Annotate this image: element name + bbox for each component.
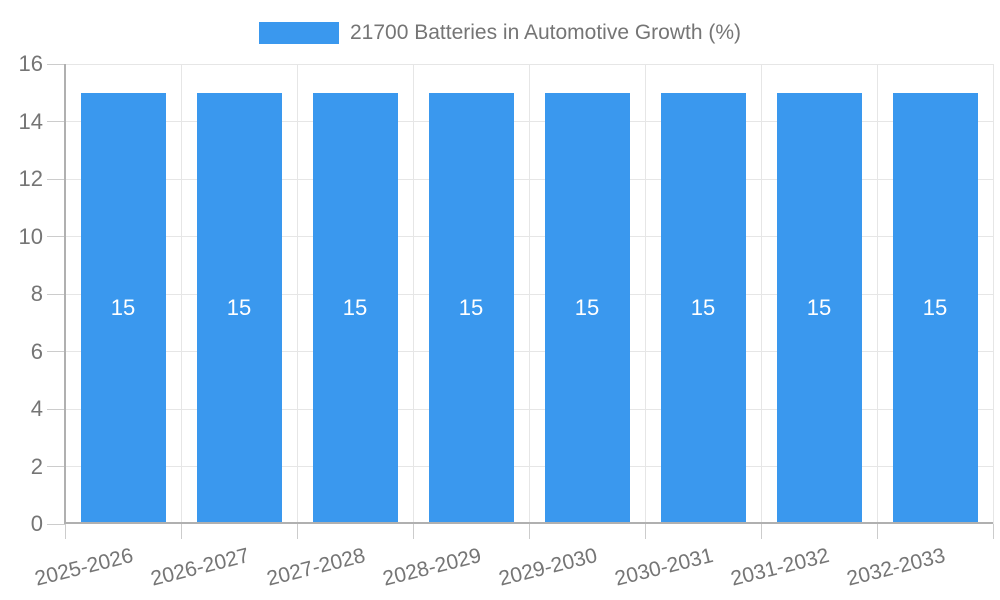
bar-value-label: 15 bbox=[690, 295, 716, 321]
y-tick bbox=[47, 63, 65, 65]
bar[interactable]: 15 bbox=[196, 92, 282, 524]
x-grid-line bbox=[528, 64, 530, 524]
x-tick bbox=[760, 524, 762, 539]
bar[interactable]: 15 bbox=[80, 92, 166, 524]
y-tick bbox=[47, 121, 65, 122]
bar-value-label: 15 bbox=[110, 295, 136, 321]
x-axis-line bbox=[65, 522, 993, 524]
y-axis-label: 10 bbox=[18, 223, 43, 249]
legend: 21700 Batteries in Automotive Growth (%) bbox=[0, 21, 1000, 45]
bar-value-label: 15 bbox=[226, 295, 252, 321]
bar[interactable]: 15 bbox=[544, 92, 630, 524]
bar-value-label: 15 bbox=[574, 295, 600, 321]
x-tick bbox=[180, 524, 182, 539]
y-tick bbox=[47, 523, 65, 525]
x-grid-line bbox=[296, 64, 298, 524]
plot-area: 0 2 4 6 8 10 12 14 16 15 15 15 15 15 15 15 15 2025-2026 20… bbox=[19, 51, 994, 591]
x-tick bbox=[412, 524, 414, 539]
bar-value-label: 15 bbox=[342, 295, 368, 321]
y-tick bbox=[47, 236, 65, 237]
bar[interactable]: 15 bbox=[428, 92, 514, 524]
y-axis-label: 2 bbox=[30, 453, 43, 479]
y-axis-label: 6 bbox=[30, 338, 43, 364]
y-axis-label: 8 bbox=[30, 281, 43, 306]
bar[interactable]: 15 bbox=[776, 92, 862, 524]
x-tick bbox=[876, 524, 878, 539]
bar[interactable]: 15 bbox=[312, 92, 398, 524]
y-axis-label: 4 bbox=[30, 396, 43, 421]
bar-value-label: 15 bbox=[806, 295, 832, 321]
y-tick bbox=[47, 466, 65, 467]
legend-label: 21700 Batteries in Automotive Growth (%) bbox=[349, 21, 742, 44]
bar-value-label: 15 bbox=[922, 295, 948, 321]
x-grid-line bbox=[644, 64, 646, 524]
y-tick bbox=[47, 293, 65, 295]
x-tick bbox=[528, 524, 530, 539]
bar[interactable]: 15 bbox=[660, 92, 746, 524]
x-tick bbox=[296, 524, 298, 539]
x-grid-line bbox=[180, 64, 182, 524]
x-grid-line bbox=[876, 64, 878, 524]
x-grid-line bbox=[760, 64, 762, 524]
legend-swatch bbox=[258, 22, 339, 44]
x-grid-line bbox=[412, 64, 414, 524]
y-axis-label: 0 bbox=[30, 511, 43, 536]
x-tick bbox=[992, 524, 994, 539]
y-axis-line bbox=[64, 64, 66, 524]
bar-value-label: 15 bbox=[458, 295, 484, 321]
y-tick bbox=[47, 178, 65, 180]
x-tick bbox=[644, 524, 646, 539]
x-grid-line bbox=[992, 64, 994, 524]
bar[interactable]: 15 bbox=[892, 92, 978, 524]
y-tick bbox=[47, 351, 65, 352]
y-axis-label: 12 bbox=[18, 166, 43, 191]
y-axis-label: 14 bbox=[18, 108, 43, 134]
x-tick bbox=[64, 524, 66, 539]
y-axis-label: 16 bbox=[18, 51, 43, 76]
y-tick bbox=[47, 408, 65, 410]
